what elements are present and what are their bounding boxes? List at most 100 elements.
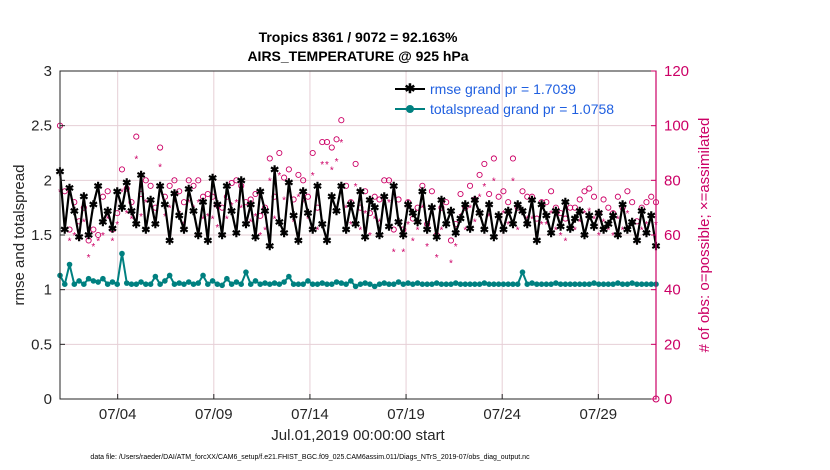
rmse-point: ✱ xyxy=(127,206,136,218)
possible-obs-point xyxy=(300,177,307,184)
possible-obs-point xyxy=(118,166,126,173)
totalspread-point xyxy=(357,281,364,288)
rmse-point: ✱ xyxy=(79,192,88,204)
assimilated-obs-point: * xyxy=(554,226,558,237)
assimilated-obs-point: * xyxy=(187,198,191,209)
totalspread-point xyxy=(586,281,593,288)
assimilated-obs-point: * xyxy=(292,217,296,228)
totalspread-point xyxy=(414,280,421,286)
assimilated-obs-point: * xyxy=(87,253,91,264)
totalspread-point xyxy=(276,281,283,288)
possible-obs-point xyxy=(295,171,302,178)
totalspread-point xyxy=(567,281,573,288)
rmse-point: ✱ xyxy=(136,170,145,182)
possible-obs-point xyxy=(176,188,183,195)
possible-obs-point xyxy=(142,177,149,184)
totalspread-point xyxy=(290,281,297,288)
rmse-point: ✱ xyxy=(332,206,341,218)
assimilated-obs-point: * xyxy=(68,236,72,247)
rmse-point: ✱ xyxy=(399,230,408,242)
possible-obs-point xyxy=(185,177,192,184)
rmse-point: ✱ xyxy=(94,181,103,193)
assimilated-obs-point: * xyxy=(301,198,305,209)
rmse-point: ✱ xyxy=(208,173,217,185)
assimilated-obs-point: * xyxy=(153,220,157,231)
totalspread-point xyxy=(257,281,264,288)
totalspread-point xyxy=(581,281,588,288)
totalspread-point xyxy=(247,281,254,288)
totalspread-point xyxy=(181,281,187,288)
totalspread-point xyxy=(123,280,130,286)
totalspread-point xyxy=(443,281,450,288)
totalspread-point xyxy=(352,283,359,290)
possible-obs-point xyxy=(548,188,555,195)
rmse-point: ✱ xyxy=(279,228,288,240)
totalspread-point xyxy=(233,279,240,285)
y2-tick-label: 100 xyxy=(664,118,689,135)
rmse-point: ✱ xyxy=(89,199,98,211)
totalspread-point xyxy=(491,281,497,288)
assimilated-obs-point: * xyxy=(387,198,391,209)
totalspread-point xyxy=(328,281,335,288)
possible-obs-point xyxy=(505,199,512,206)
possible-obs-point xyxy=(581,188,588,195)
assimilated-obs-point: * xyxy=(473,217,477,228)
rmse-point: ✱ xyxy=(408,208,417,220)
totalspread-point xyxy=(305,278,311,284)
totalspread-point xyxy=(209,278,216,284)
totalspread-point xyxy=(90,278,97,284)
possible-obs-point xyxy=(233,177,240,184)
assimilated-obs-point: * xyxy=(158,163,162,174)
possible-obs-point xyxy=(605,204,612,211)
possible-obs-point xyxy=(466,182,474,189)
rmse-point: ✱ xyxy=(122,178,131,190)
assimilated-obs-point: * xyxy=(234,198,238,209)
rmse-point: ✱ xyxy=(151,219,160,231)
rmse-point: ✱ xyxy=(608,210,617,222)
assimilated-obs-point: * xyxy=(282,195,286,206)
totalspread-point xyxy=(224,275,230,282)
totalspread-point xyxy=(176,280,182,286)
totalspread-point xyxy=(462,281,469,288)
possible-obs-point xyxy=(638,204,645,211)
totalspread-point xyxy=(119,250,125,257)
totalspread-point xyxy=(367,281,373,288)
y2-tick-label: 80 xyxy=(664,172,681,189)
assimilated-obs-point: * xyxy=(392,247,396,258)
assimilated-obs-point: * xyxy=(335,157,339,168)
totalspread-point xyxy=(228,281,235,288)
totalspread-point xyxy=(600,281,607,288)
rmse-point: ✱ xyxy=(260,206,269,218)
assimilated-obs-point: * xyxy=(244,220,248,231)
possible-obs-point xyxy=(648,193,655,200)
assimilated-obs-point: * xyxy=(149,204,153,215)
possible-obs-point xyxy=(376,196,383,203)
possible-obs-point xyxy=(509,155,517,162)
totalspread-point xyxy=(66,261,73,268)
assimilated-obs-point: * xyxy=(616,215,620,226)
rmse-point: ✱ xyxy=(423,225,432,237)
assimilated-obs-point: * xyxy=(501,209,505,220)
assimilated-obs-point: * xyxy=(139,212,143,223)
rmse-point: ✱ xyxy=(256,186,265,198)
assimilated-obs-point: * xyxy=(258,231,262,242)
rmse-point: ✱ xyxy=(470,195,479,207)
totalspread-point xyxy=(433,280,440,286)
rmse-point: ✱ xyxy=(485,199,494,211)
rmse-point: ✱ xyxy=(380,192,389,204)
assimilated-obs-point: * xyxy=(559,231,563,242)
rmse-point: ✱ xyxy=(117,203,126,215)
assimilated-obs-point: * xyxy=(91,242,95,253)
totalspread-point xyxy=(419,281,426,288)
rmse-point: ✱ xyxy=(589,221,598,233)
totalspread-point xyxy=(314,281,321,288)
assimilated-obs-point: * xyxy=(521,209,525,220)
rmse-point: ✱ xyxy=(537,199,546,211)
totalspread-point xyxy=(252,278,259,284)
totalspread-point xyxy=(457,281,464,288)
assimilated-obs-point: * xyxy=(578,217,582,228)
possible-obs-point xyxy=(362,188,369,195)
totalspread-point xyxy=(395,279,402,285)
assimilated-obs-point: * xyxy=(320,160,324,171)
possible-obs-point xyxy=(133,133,140,140)
